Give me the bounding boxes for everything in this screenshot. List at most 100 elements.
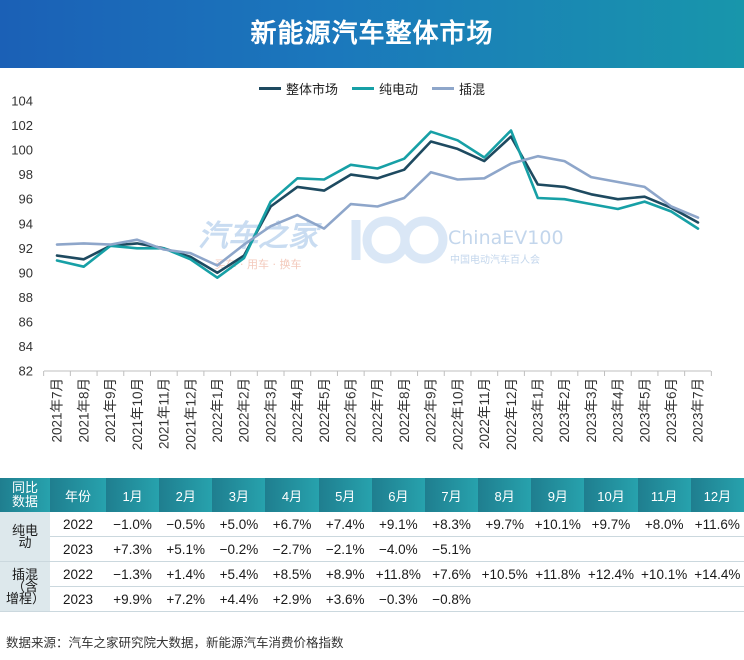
x-tick-label: 2021年8月 [76,378,91,443]
table-value-cell: +1.4% [159,561,213,587]
y-tick-label: 100 [11,143,33,158]
ev100-watermark-text: ChinaEV100 [448,227,564,249]
table-value-cell: −2.7% [265,536,319,562]
table-month-header: 6月 [371,478,425,512]
legend-label-overall: 整体市场 [285,81,338,97]
line-chart: 汽车之家 买车 · 用车 · 换车 ChinaEV100 中国电动汽车百人会 8… [11,94,712,450]
legend-label-bev: 纯电动 [378,81,418,97]
table-value-cell: +5.0% [212,512,266,537]
table-value-cell: +2.9% [265,586,319,612]
table-month-header: 12月 [690,478,744,512]
table-value-cell: +9.7% [584,512,638,537]
x-tick-label: 2022年11月 [477,378,492,449]
table-row: 2023 +9.9% +7.2% +4.4% +2.9% +3.6% −0.3% −0.8% [0,586,744,612]
table-empty-cell [584,536,638,562]
table-value-cell: +9.9% [106,586,160,612]
table-year-cell: 2023 [50,586,106,612]
x-axis: 2021年7月 2021年8月 2021年9月 2021年10月 2021年11月 202… [43,370,712,450]
table-header-row: 同比数据 年份 1月 2月 3月 4月 5月 6月 7月 8月 9月 10月 11月 12月 [0,478,744,512]
table-value-cell: −5.1% [424,536,479,562]
x-tick-label: 2023年7月 [691,378,706,443]
x-tick-label: 2023年5月 [637,378,652,443]
x-tick-label: 2022年5月 [317,378,332,443]
x-tick-label: 2022年8月 [397,378,412,443]
y-tick-label: 90 [19,265,33,280]
table-value-cell: +12.4% [584,561,638,587]
table-empty-cell [478,536,532,562]
ev100-logo-mark [351,216,448,264]
table-empty-cell [690,586,744,612]
table-group-label: 插混（含增程） [0,561,50,612]
series-line-phev [55,154,700,267]
table-value-cell: +8.9% [318,561,372,587]
table-month-header: 5月 [318,478,372,512]
table-value-cell: −4.0% [371,536,425,562]
table-value-cell: +8.0% [637,512,691,537]
table-empty-cell [531,586,585,612]
table-month-header: 1月 [106,478,160,512]
table-value-cell: −0.2% [212,536,266,562]
x-tick-label: 2022年2月 [237,378,252,443]
legend-swatch-bev [351,86,374,90]
title-banner: 新能源汽车整体市场 [0,0,744,68]
y-tick-label: 96 [19,192,33,207]
table-value-cell: +5.4% [212,561,266,587]
y-tick-label: 92 [19,241,33,256]
table-month-header: 10月 [584,478,638,512]
table-month-header: 2月 [159,478,213,512]
table-value-cell: +5.1% [159,536,213,562]
yoy-table: 同比数据 年份 1月 2月 3月 4月 5月 6月 7月 8月 9月 10月 11月 12月 纯电动 202… [0,478,744,612]
x-tick-label: 2021年9月 [103,378,118,443]
table-row: 纯电动 2022 −1.0% −0.5% +5.0% +6.7% +7.4% +9.1% +8.… [0,512,744,562]
table-row: 插混（含增程） 2022 −1.3% +1.4% +5.4% +8.5% +8.9% +11.… [0,561,744,612]
yoy-table-container: 同比数据 年份 1月 2月 3月 4月 5月 6月 7月 8月 9月 10月 11月 12月 纯电动 202… [0,478,744,612]
table-value-cell: +10.5% [478,561,532,587]
table-empty-cell [690,536,744,562]
table-value-cell: −2.1% [318,536,372,562]
legend-swatch-phev [432,86,454,90]
y-tick-label: 104 [11,94,33,109]
x-tick-label: 2021年11月 [157,378,172,449]
x-tick-label: 2022年4月 [290,378,305,443]
x-tick-label: 2022年6月 [344,378,359,443]
table-year-header: 年份 [50,478,106,512]
legend-swatch-overall [258,86,281,90]
table-value-cell: +11.6% [690,512,744,537]
ev100-logo-ring [400,216,448,264]
table-group-label: 纯电动 [0,512,50,562]
table-month-header: 11月 [637,478,691,512]
x-tick-label: 2022年12月 [504,378,519,450]
table-value-cell: +8.3% [424,512,479,537]
x-tick-label: 2022年3月 [263,378,278,443]
table-empty-cell [478,586,532,612]
table-value-cell: +4.4% [212,586,266,612]
x-tick-label: 2021年10月 [130,378,145,450]
x-tick-label: 2021年7月 [50,378,65,443]
table-value-cell: +7.6% [424,561,479,587]
x-tick-label: 2023年1月 [530,378,545,443]
table-value-cell: −0.8% [424,586,479,612]
legend-item-overall: 整体市场 [258,80,338,97]
table-month-header: 3月 [212,478,266,512]
table-value-cell: +7.2% [159,586,213,612]
x-tick-label: 2023年2月 [557,378,572,443]
y-tick-label: 98 [19,167,33,182]
table-year-cell: 2022 [50,512,106,537]
table-value-cell: −1.0% [106,512,160,537]
table-month-header: 8月 [478,478,532,512]
table-value-cell: −1.3% [106,561,160,587]
table-value-cell: +11.8% [371,561,425,587]
table-value-cell: +3.6% [318,586,372,612]
y-axis: 82 84 86 88 90 92 94 96 98 100 102 104 [11,94,33,379]
chart-legend: 整体市场 纯电动 插混 [0,80,744,97]
x-tick-label: 2022年1月 [210,378,225,443]
y-tick-label: 102 [11,118,33,133]
table-value-cell: −0.5% [159,512,213,537]
y-tick-label: 86 [19,314,33,329]
legend-item-phev: 插混 [432,80,485,97]
table-month-header: 4月 [265,478,319,512]
x-tick-label: 2021年12月 [183,378,198,450]
ev100-watermark-subtitle: 中国电动汽车百人会 [450,253,540,266]
data-source-note: 数据来源：汽车之家研究院大数据，新能源汽车消费价格指数 [6,636,344,650]
table-value-cell: +9.7% [478,512,532,537]
